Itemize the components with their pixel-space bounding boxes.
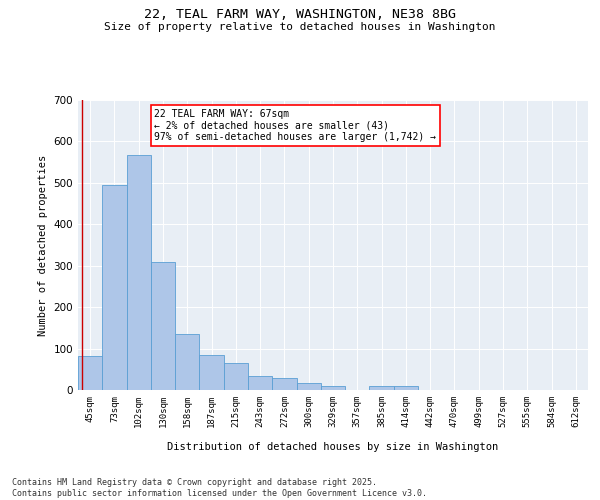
- Bar: [321, 386, 345, 390]
- Bar: [296, 383, 321, 390]
- Text: 22, TEAL FARM WAY, WASHINGTON, NE38 8BG: 22, TEAL FARM WAY, WASHINGTON, NE38 8BG: [144, 8, 456, 20]
- Text: Contains HM Land Registry data © Crown copyright and database right 2025.
Contai: Contains HM Land Registry data © Crown c…: [12, 478, 427, 498]
- Bar: [102, 186, 127, 390]
- Bar: [175, 334, 199, 390]
- Bar: [272, 378, 296, 390]
- Bar: [127, 154, 151, 390]
- Text: 22 TEAL FARM WAY: 67sqm
← 2% of detached houses are smaller (43)
97% of semi-det: 22 TEAL FARM WAY: 67sqm ← 2% of detached…: [155, 108, 437, 142]
- Bar: [248, 376, 272, 390]
- Y-axis label: Number of detached properties: Number of detached properties: [38, 154, 48, 336]
- Bar: [394, 386, 418, 390]
- Bar: [199, 355, 224, 390]
- Bar: [370, 386, 394, 390]
- Bar: [224, 364, 248, 390]
- Bar: [78, 356, 102, 390]
- Text: Distribution of detached houses by size in Washington: Distribution of detached houses by size …: [167, 442, 499, 452]
- Bar: [151, 262, 175, 390]
- Text: Size of property relative to detached houses in Washington: Size of property relative to detached ho…: [104, 22, 496, 32]
